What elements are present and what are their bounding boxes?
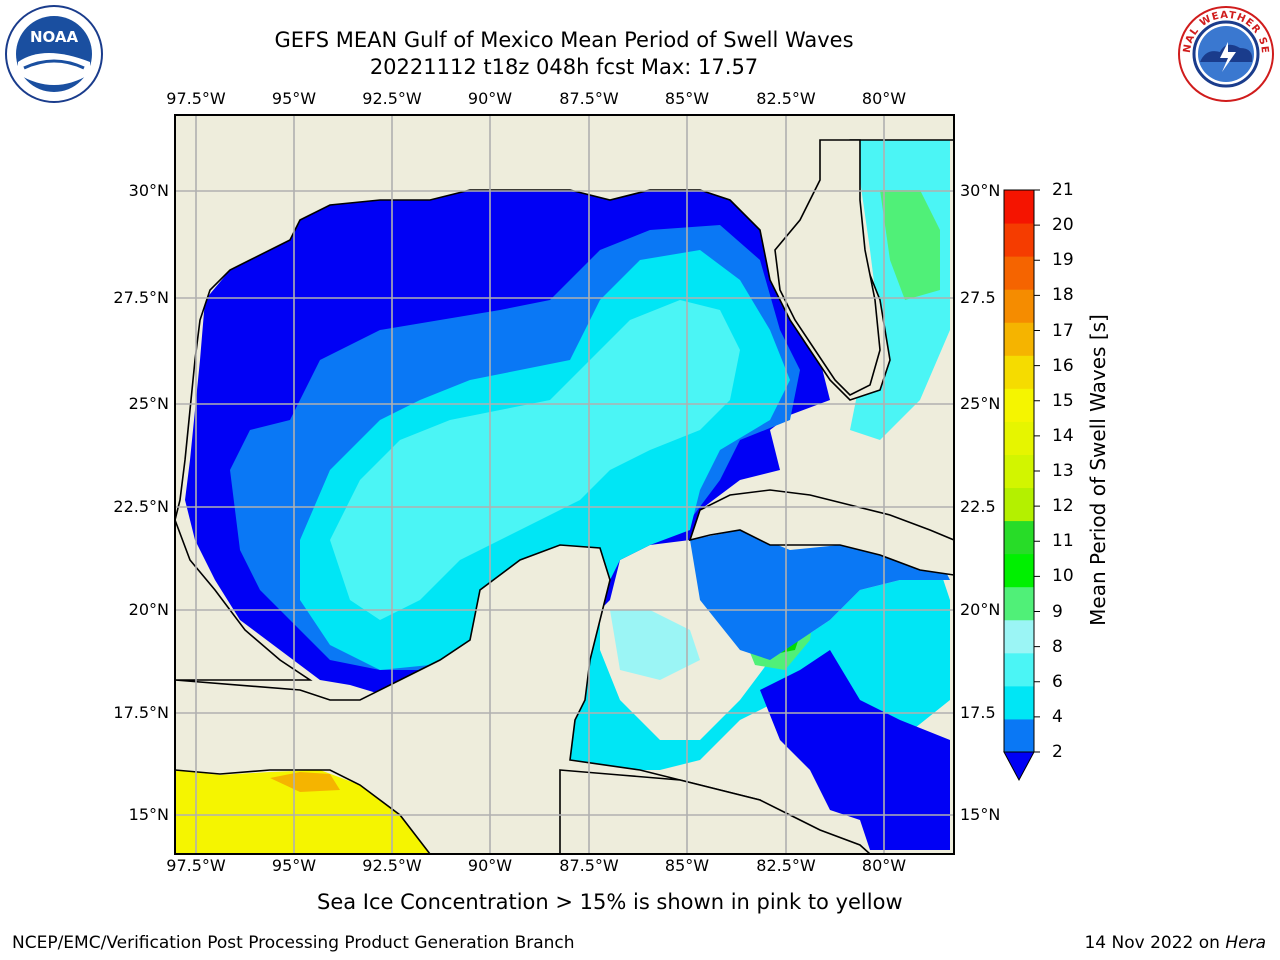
run-date: 14 Nov 2022 on Hera <box>1084 933 1266 953</box>
nws-logo-icon: NATIONAL WEATHER SERVICE <box>1176 4 1274 102</box>
colorbar-tick-label: 2 <box>1052 742 1063 762</box>
colorbar-segment <box>1004 487 1034 522</box>
lat-label-right: 20°N <box>960 600 1001 619</box>
lat-label-right: 15°N <box>960 805 1001 824</box>
colorbar-tick-label: 17 <box>1052 320 1074 341</box>
lat-label-right: 17.5 <box>960 703 996 722</box>
lon-label-top: 90°W <box>467 89 513 108</box>
caribbean-swell-8to9 <box>610 610 700 680</box>
colorbar-tick-label: 20 <box>1052 215 1074 236</box>
colorbar-extend-arrow <box>1003 751 1035 782</box>
lat-label-left: 25°N <box>128 394 169 413</box>
lat-label-left: 17.5°N <box>113 703 169 722</box>
lat-label-left: 27.5°N <box>113 288 169 307</box>
lon-label-bottom: 82.5°W <box>756 856 816 875</box>
noaa-logo-icon: NOAA <box>5 5 103 103</box>
colorbar <box>1003 189 1040 782</box>
colorbar-segment <box>1004 586 1034 621</box>
credit-text: NCEP/EMC/Verification Post Processing Pr… <box>12 933 575 953</box>
lon-label-top: 97.5°W <box>166 89 226 108</box>
gulf-swell-6to8 <box>330 300 740 620</box>
colorbar-segment <box>1004 520 1034 555</box>
colorbar-label: Mean Period of Swell Waves [s] <box>1086 314 1110 626</box>
lon-label-top: 80°W <box>861 89 907 108</box>
lat-label-right: 27.5 <box>960 288 996 307</box>
lon-label-top: 87.5°W <box>559 89 619 108</box>
lon-label-top: 82.5°W <box>756 89 816 108</box>
machine-name: Hera <box>1225 933 1266 953</box>
graticule <box>175 115 954 854</box>
map-frame <box>174 114 955 855</box>
colorbar-tick-label: 16 <box>1052 355 1074 376</box>
colorbar-tick-label: 9 <box>1052 601 1063 622</box>
colorbar-segment <box>1004 388 1034 422</box>
land-florida <box>774 139 881 396</box>
map-title: GEFS MEAN Gulf of Mexico Mean Period of … <box>274 28 854 52</box>
colorbar-tick-label: 10 <box>1052 566 1074 587</box>
lon-label-top: 92.5°W <box>362 89 422 108</box>
lat-label-left: 22.5°N <box>113 497 169 516</box>
colorbar-segment <box>1004 190 1034 224</box>
sea-ice-note: Sea Ice Concentration > 15% is shown in … <box>317 890 903 914</box>
pacific-swell-15to16 <box>175 770 430 854</box>
forecast-subtitle: 20221112 t18z 048h fcst Max: 17.57 <box>369 55 759 79</box>
pacific-swell-17to18 <box>270 772 340 792</box>
colorbar-tick-label: 4 <box>1052 706 1063 727</box>
lat-label-left: 15°N <box>128 805 169 824</box>
lat-label-right: 22.5 <box>960 497 996 516</box>
lat-label-right: 25°N <box>960 394 1001 413</box>
colorbar-segment <box>1004 685 1034 720</box>
yucatan-channel-swell-2to4 <box>690 530 950 660</box>
colorbar-segment <box>1004 289 1034 323</box>
colorbar-tick-label: 15 <box>1052 390 1074 411</box>
colorbar-tick-label: 11 <box>1052 531 1074 552</box>
colorbar-segment <box>1004 553 1034 588</box>
lon-label-top: 95°W <box>271 89 317 108</box>
colorbar-segment <box>1004 355 1034 389</box>
atlantic-swell-9to10 <box>880 190 940 300</box>
colorbar-tick-label: 8 <box>1052 636 1063 657</box>
colorbar-tick-label: 13 <box>1052 461 1074 481</box>
gulf-swell-4to6 <box>300 250 950 770</box>
colorbar-segment <box>1004 652 1034 687</box>
land-cuba <box>688 489 954 576</box>
colorbar-segment <box>1004 322 1034 356</box>
lon-label-bottom: 95°W <box>271 856 317 875</box>
lon-label-bottom: 97.5°W <box>166 856 226 875</box>
colorbar-segment <box>1004 223 1034 257</box>
lon-label-bottom: 87.5°W <box>559 856 619 875</box>
colorbar-segment <box>1004 718 1034 753</box>
lat-label-right: 30°N <box>960 181 1001 200</box>
colorbar-tick-label: 6 <box>1052 671 1063 692</box>
colorbar-tick-label: 14 <box>1052 425 1074 446</box>
caribbean-swell-lt2 <box>760 650 950 850</box>
colorbar-segment <box>1004 619 1034 654</box>
colorbar-tick-label: 18 <box>1052 285 1074 306</box>
lon-label-bottom: 92.5°W <box>362 856 422 875</box>
lon-label-bottom: 80°W <box>861 856 907 875</box>
colorbar-tick-label: 19 <box>1052 250 1074 271</box>
colorbar-segment <box>1004 454 1034 489</box>
lon-label-bottom: 85°W <box>664 856 710 875</box>
lon-label-top: 85°W <box>664 89 710 108</box>
colorbar-tick-label: 12 <box>1052 496 1074 517</box>
lat-label-left: 30°N <box>128 181 169 200</box>
lat-label-left: 20°N <box>128 600 169 619</box>
run-date-text: 14 Nov 2022 on <box>1084 933 1220 953</box>
colorbar-tick-label: 21 <box>1052 180 1074 200</box>
colorbar-segment <box>1004 421 1034 455</box>
colorbar-segment <box>1004 256 1034 290</box>
lon-label-bottom: 90°W <box>467 856 513 875</box>
noaa-logo-text: NOAA <box>30 28 79 46</box>
